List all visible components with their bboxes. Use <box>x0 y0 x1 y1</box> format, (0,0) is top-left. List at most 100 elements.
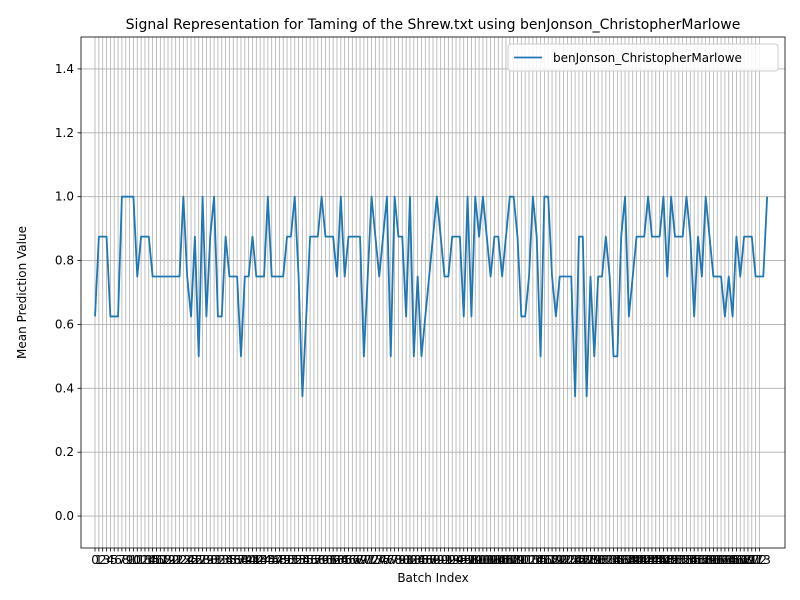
x-tick-label: 68 <box>349 553 364 567</box>
x-tick-label: 50 <box>279 553 294 567</box>
x-tick-label: 71 <box>360 553 375 567</box>
x-tick-label: 104 <box>483 553 506 567</box>
x-tick-label: 140 <box>621 553 644 567</box>
x-tick-label: 15 <box>145 553 160 567</box>
x-tick-label: 127 <box>571 553 594 567</box>
x-tick-label: 137 <box>610 553 633 567</box>
x-tick-label: 81 <box>398 553 413 567</box>
x-tick-label: 47 <box>268 553 283 567</box>
x-tick-label: 52 <box>287 553 302 567</box>
x-tick-label: 51 <box>283 553 298 567</box>
x-tick-label: 164 <box>713 553 736 567</box>
x-tick-label: 131 <box>587 553 610 567</box>
x-tick-label: 82 <box>402 553 417 567</box>
x-tick-label: 134 <box>598 553 621 567</box>
x-tick-label: 165 <box>717 553 740 567</box>
x-tick-label: 41 <box>245 553 260 567</box>
x-tick-label: 100 <box>468 553 491 567</box>
legend: benJonson_ChristopherMarlowe <box>507 43 779 72</box>
series-layer <box>94 195 769 398</box>
x-tick-label: 80 <box>395 553 410 567</box>
x-tick-label: 90 <box>433 553 448 567</box>
x-tick-label: 61 <box>322 553 337 567</box>
x-tick-label: 144 <box>637 553 660 567</box>
x-tick-label: 153 <box>671 553 694 567</box>
x-tick-label: 24 <box>180 553 195 567</box>
x-tick-label: 0 <box>91 553 99 567</box>
x-tick-label: 121 <box>548 553 571 567</box>
x-tick-label: 2 <box>99 553 107 567</box>
x-tick-label: 132 <box>591 553 614 567</box>
x-tick-label: 125 <box>564 553 587 567</box>
x-tick-label: 102 <box>475 553 498 567</box>
x-tick-label: 42 <box>249 553 264 567</box>
x-tick-label: 28 <box>195 553 210 567</box>
x-tick-label: 83 <box>406 553 421 567</box>
x-tick-label: 20 <box>164 553 179 567</box>
x-tick-label: 143 <box>633 553 656 567</box>
x-tick-label: 73 <box>368 553 383 567</box>
x-tick-label: 141 <box>625 553 648 567</box>
x-tick-label: 117 <box>533 553 556 567</box>
y-tick-label: 1.4 <box>55 62 74 76</box>
x-tick-label: 108 <box>498 553 521 567</box>
y-tick-label: 0.4 <box>55 381 74 395</box>
x-tick-label: 14 <box>141 553 156 567</box>
x-tick-label: 113 <box>518 553 541 567</box>
x-tick-label: 25 <box>183 553 198 567</box>
x-tick-label: 40 <box>241 553 256 567</box>
x-tick-label: 163 <box>710 553 733 567</box>
x-tick-label: 37 <box>229 553 244 567</box>
x-tick-label: 5 <box>110 553 118 567</box>
x-tick-label: 6 <box>114 553 122 567</box>
x-tick-label: 119 <box>541 553 564 567</box>
x-tick-label: 39 <box>237 553 252 567</box>
x-tick-label: 58 <box>310 553 325 567</box>
x-tick-label: 63 <box>329 553 344 567</box>
x-tick-label: 89 <box>429 553 444 567</box>
x-tick-label: 85 <box>414 553 429 567</box>
x-tick-label: 157 <box>687 553 710 567</box>
x-tick-label: 91 <box>437 553 452 567</box>
y-tick-label: 1.0 <box>55 190 74 204</box>
x-tick-label: 53 <box>291 553 306 567</box>
x-tick-label: 139 <box>617 553 640 567</box>
x-tick-label: 33 <box>214 553 229 567</box>
x-tick-label: 94 <box>448 553 463 567</box>
x-tick-label: 129 <box>579 553 602 567</box>
legend-label: benJonson_ChristopherMarlowe <box>553 51 742 65</box>
x-tick-label: 3 <box>103 553 111 567</box>
x-tick-label: 87 <box>422 553 437 567</box>
x-tick-label: 75 <box>375 553 390 567</box>
x-tick-label: 57 <box>306 553 321 567</box>
x-tick-label: 4 <box>107 553 115 567</box>
x-tick-label: 110 <box>506 553 529 567</box>
y-tick-label: 0.0 <box>55 509 74 523</box>
x-tick-label: 123 <box>556 553 579 567</box>
x-tick-label: 151 <box>664 553 687 567</box>
x-tick-label: 92 <box>441 553 456 567</box>
y-tick-label: 0.6 <box>55 317 74 331</box>
x-tick-label: 106 <box>491 553 514 567</box>
x-tick-label: 169 <box>733 553 756 567</box>
x-tick-label: 159 <box>694 553 717 567</box>
x-tick-label: 36 <box>226 553 241 567</box>
x-tick-label: 10 <box>126 553 141 567</box>
vertical-gridlines <box>94 37 760 548</box>
x-tick-label: 133 <box>594 553 617 567</box>
x-tick-label: 115 <box>525 553 548 567</box>
x-tick-label: 107 <box>495 553 518 567</box>
x-tick-label: 45 <box>260 553 275 567</box>
x-tick-label: 32 <box>210 553 225 567</box>
x-tick-label: 109 <box>502 553 525 567</box>
x-tick-label: 74 <box>372 553 387 567</box>
x-tick-label: 118 <box>537 553 560 567</box>
x-tick-label: 22 <box>172 553 187 567</box>
x-tick-label: 154 <box>675 553 698 567</box>
x-tick-label: 62 <box>326 553 341 567</box>
x-tick-label: 66 <box>341 553 356 567</box>
x-tick-label: 135 <box>602 553 625 567</box>
x-tick-label: 116 <box>529 553 552 567</box>
x-tick-label: 18 <box>157 553 172 567</box>
x-tick-label: 76 <box>379 553 394 567</box>
